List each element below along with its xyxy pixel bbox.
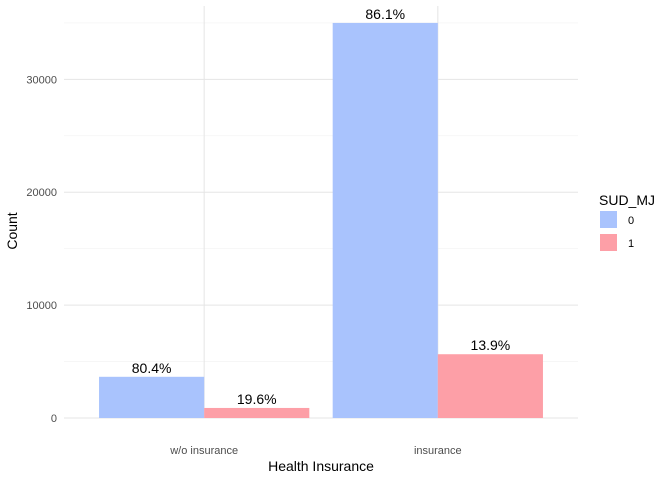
legend-label: 0 bbox=[628, 215, 634, 227]
x-tick-label: insurance bbox=[414, 445, 462, 457]
bar-0-w-o-insurance bbox=[99, 376, 205, 418]
bar-0-insurance bbox=[332, 22, 438, 418]
bar-data-label: 19.6% bbox=[237, 391, 277, 407]
legend-key-1 bbox=[600, 234, 617, 251]
x-tick-label: w/o insurance bbox=[169, 445, 238, 457]
y-tick-label: 10000 bbox=[26, 300, 57, 312]
x-axis-title: Health Insurance bbox=[268, 458, 374, 474]
legend-key-0 bbox=[600, 211, 617, 228]
legend-title: SUD_MJ bbox=[599, 192, 655, 208]
bar-data-label: 13.9% bbox=[471, 337, 511, 353]
bar-data-label: 80.4% bbox=[132, 360, 172, 376]
y-tick-label: 20000 bbox=[26, 187, 57, 199]
bar-1-insurance bbox=[437, 354, 543, 418]
y-tick-label: 30000 bbox=[26, 74, 57, 86]
legend: SUD_MJ 0 1 bbox=[599, 192, 655, 251]
data-labels: 80.4% 86.1% 19.6% 13.9% bbox=[132, 6, 510, 407]
x-axis-ticks: w/o insurance insurance bbox=[169, 445, 461, 457]
bar-data-label: 86.1% bbox=[365, 6, 405, 22]
bar-1-w-o-insurance bbox=[204, 407, 310, 418]
legend-label: 1 bbox=[628, 238, 634, 250]
y-axis-ticks: 0 10000 20000 30000 bbox=[26, 74, 57, 425]
y-tick-label: 0 bbox=[51, 413, 57, 425]
bars bbox=[99, 22, 543, 418]
y-axis-title: Count bbox=[4, 212, 20, 249]
